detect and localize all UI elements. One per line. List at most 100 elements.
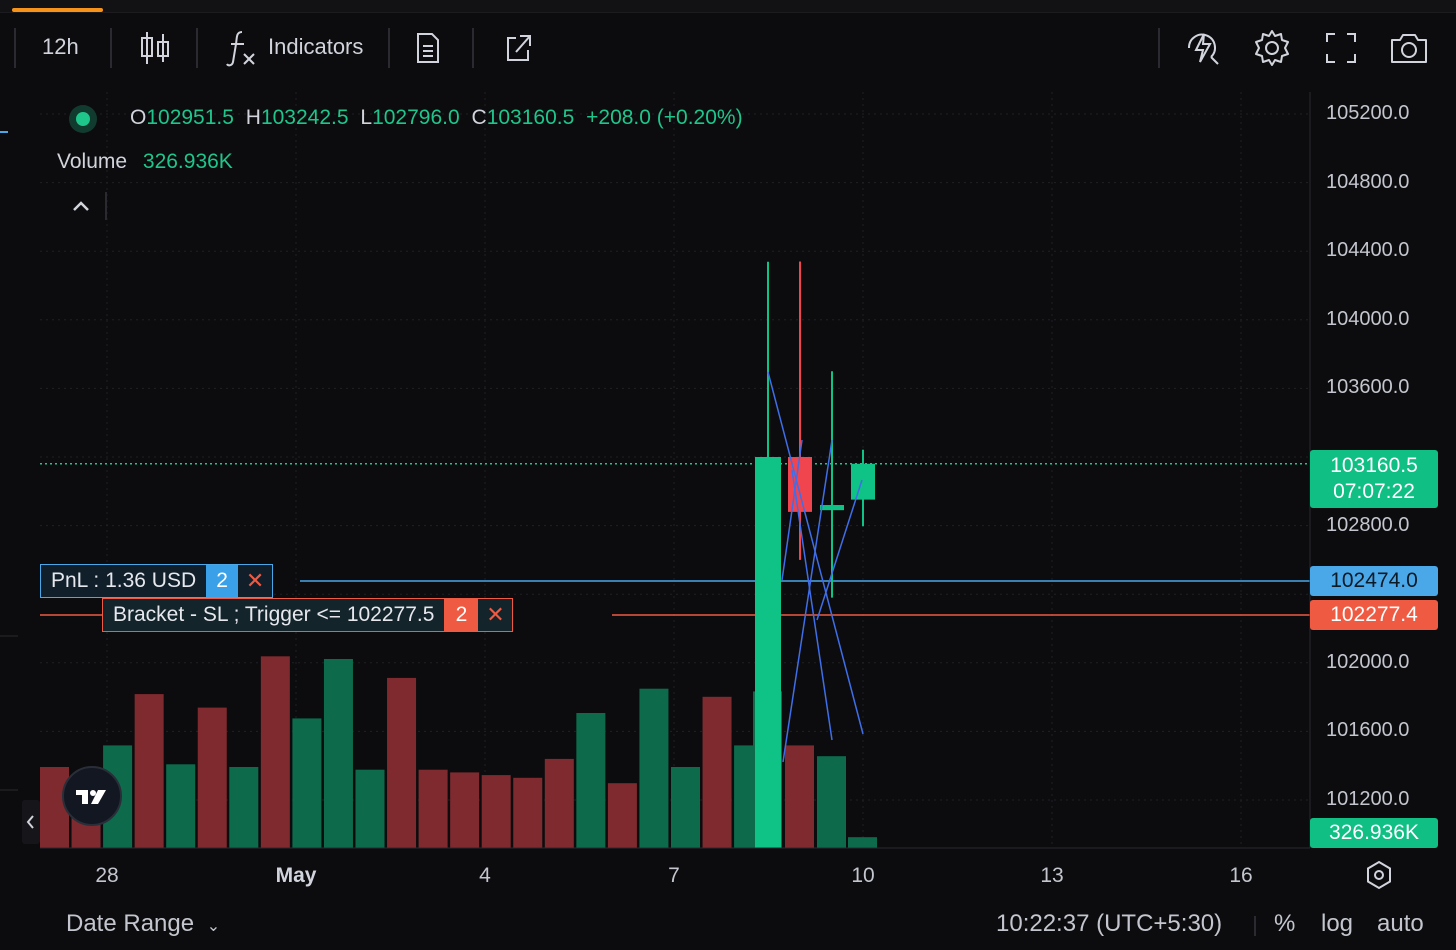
close-icon[interactable]: ✕ [238, 565, 273, 597]
volume-bar [197, 707, 227, 848]
fx-icon[interactable] [220, 26, 264, 70]
countdown-value: 07:07:22 [1333, 480, 1415, 503]
price-tick-label: 105200.0 [1326, 102, 1410, 124]
volume-bar [639, 688, 669, 848]
scroll-left-icon[interactable] [22, 800, 40, 844]
fullscreen-icon[interactable] [1319, 26, 1363, 70]
settings-icon[interactable] [1250, 26, 1294, 70]
time-tick-label: May [275, 864, 317, 887]
volume-bar [544, 758, 574, 848]
bracket-order-tag[interactable]: Bracket - SL ; Trigger <= 102277.5 2 ✕ [102, 598, 514, 632]
volume-bar [323, 659, 353, 848]
close-icon[interactable]: ✕ [478, 599, 513, 631]
time-tick-label: 13 [1040, 864, 1064, 887]
price-chart[interactable] [0, 0, 1456, 900]
volume-bar [450, 772, 480, 848]
volume-bar [387, 677, 417, 848]
top-toolbar [0, 0, 1456, 92]
change-value: +208.0 (+0.20%) [586, 106, 743, 129]
volume-bar [671, 767, 700, 848]
toolbar-separator [1158, 28, 1160, 68]
popout-icon[interactable] [496, 26, 540, 70]
open-label: O [130, 106, 147, 129]
bottom-separator [1254, 916, 1256, 936]
candle-body [755, 457, 781, 848]
price-tick-label: 104000.0 [1326, 307, 1410, 330]
time-tick-label: 7 [668, 864, 680, 887]
collapse-legend-icon[interactable] [62, 190, 108, 222]
price-tick-label: 101600.0 [1326, 719, 1410, 742]
volume-bar [418, 769, 448, 848]
log-toggle[interactable]: log [1321, 910, 1354, 937]
template-icon[interactable] [406, 26, 450, 70]
time-tick-label: 4 [479, 864, 491, 887]
candle-body [820, 505, 844, 511]
zigzag-line [791, 469, 833, 741]
volume-bar [166, 764, 196, 848]
volume-value: 326.936K [142, 150, 233, 173]
volume-bar [513, 777, 543, 848]
clock-time: 10:22:37 (UTC+5:30) [996, 910, 1223, 937]
toolbar-separator [110, 28, 112, 68]
chevron-down-icon: ⌄ [206, 918, 221, 935]
indicators-button[interactable]: Indicators [268, 34, 364, 59]
volume-bar [702, 696, 732, 848]
close-label: C [471, 106, 487, 129]
toolbar-separator [388, 28, 390, 68]
open-value: 102951.5 [146, 106, 234, 129]
volume-bar [576, 713, 606, 848]
volume-bar [134, 694, 164, 848]
pnl-text: PnL : 1.36 USD [41, 565, 207, 597]
sl-price-label: 102277.4 [1310, 600, 1438, 630]
percent-toggle[interactable]: % [1274, 910, 1296, 937]
visibility-dot-icon[interactable] [66, 104, 100, 134]
time-tick-label: 16 [1229, 864, 1253, 887]
active-tab-indicator [12, 8, 103, 12]
low-value: 102796.0 [372, 106, 460, 129]
toolbar-separator [14, 28, 16, 68]
low-label: L [360, 106, 373, 129]
volume-bar [260, 656, 290, 848]
volume-bar [229, 767, 259, 848]
price-tick-label: 104800.0 [1326, 170, 1410, 193]
volume-bar [848, 837, 877, 848]
tv-logo-icon [76, 790, 106, 804]
volume-bar [481, 775, 511, 848]
camera-icon[interactable] [1387, 26, 1431, 70]
alert-icon[interactable] [1180, 26, 1224, 70]
volume-bar [292, 718, 322, 848]
toolbar-separator [472, 28, 474, 68]
auto-toggle[interactable]: auto [1377, 910, 1424, 937]
tradingview-logo[interactable] [62, 766, 122, 826]
price-tick-label: 103600.0 [1326, 376, 1410, 399]
time-tick-label: 28 [95, 864, 119, 887]
toolbar-separator [196, 28, 198, 68]
close-value: 103160.5 [486, 106, 575, 129]
pnl-order-tag[interactable]: PnL : 1.36 USD 2 ✕ [40, 564, 274, 598]
volume-price-label: 326.936K [1310, 818, 1438, 848]
price-tick-label: 102800.0 [1326, 513, 1410, 536]
date-range-label: Date Range [66, 910, 195, 937]
last-price-value: 103160.5 [1330, 454, 1418, 477]
bracket-text: Bracket - SL ; Trigger <= 102277.5 [103, 599, 445, 631]
pnl-qty: 2 [206, 565, 239, 597]
price-tick-label: 101200.0 [1326, 788, 1410, 810]
interval-button[interactable]: 12h [42, 34, 79, 59]
pnl-price-label: 102474.0 [1310, 566, 1438, 596]
last-price-label: 103160.5 07:07:22 [1310, 450, 1438, 508]
axis-settings-icon[interactable] [1362, 858, 1396, 892]
tab-strip [0, 0, 1456, 13]
volume-bar [817, 756, 846, 848]
volume-bar [355, 769, 385, 848]
high-label: H [245, 106, 261, 129]
volume-label: Volume [57, 150, 128, 173]
ohlc-legend: O102951.5 H103242.5 L102796.0 C103160.5 … [130, 106, 743, 130]
date-range-button[interactable]: Date Range ⌄ [66, 910, 220, 938]
volume-bar [785, 745, 814, 848]
time-tick-label: 10 [851, 864, 875, 887]
high-value: 103242.5 [260, 106, 349, 129]
bracket-qty: 2 [444, 599, 479, 631]
price-tick-label: 104400.0 [1326, 239, 1410, 262]
candles-icon[interactable] [133, 26, 177, 70]
candle-body [788, 457, 812, 512]
